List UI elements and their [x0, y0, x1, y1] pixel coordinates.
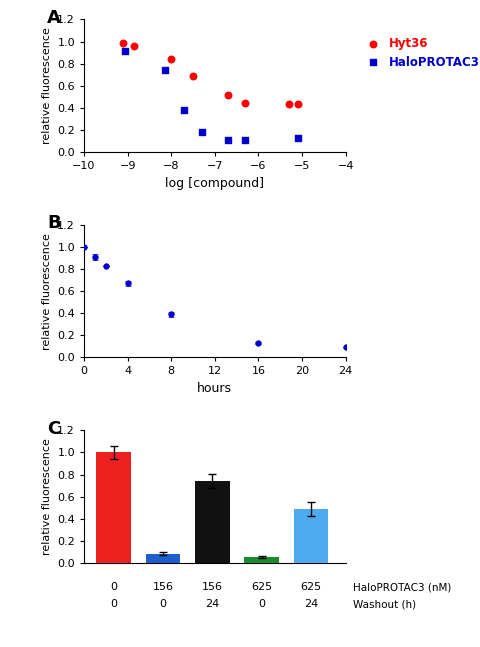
Bar	[294, 509, 328, 563]
Text: 625: 625	[300, 582, 322, 593]
Text: A: A	[48, 9, 61, 27]
Text: 0: 0	[258, 599, 265, 609]
Point	[241, 98, 249, 109]
Point	[224, 135, 232, 145]
Point	[130, 41, 138, 51]
Point	[224, 89, 232, 100]
Y-axis label: relative fluorescence: relative fluorescence	[42, 27, 52, 144]
Point	[294, 133, 301, 144]
Legend: Hyt36, HaloPROTAC3: Hyt36, HaloPROTAC3	[357, 32, 480, 73]
Text: HaloPROTAC3 (nM): HaloPROTAC3 (nM)	[352, 582, 451, 593]
X-axis label: hours: hours	[197, 382, 232, 395]
Text: C: C	[48, 420, 60, 438]
Y-axis label: relative fluorescence: relative fluorescence	[42, 438, 52, 555]
Point	[189, 71, 197, 81]
Text: Washout (h): Washout (h)	[352, 599, 416, 609]
Text: 0: 0	[110, 582, 117, 593]
Y-axis label: relative fluorescence: relative fluorescence	[42, 233, 52, 349]
Point	[168, 54, 175, 64]
Text: 0: 0	[159, 599, 167, 609]
Point	[161, 65, 168, 76]
Text: B: B	[48, 214, 61, 232]
Text: 625: 625	[251, 582, 272, 593]
Point	[198, 126, 205, 137]
Text: 24: 24	[205, 599, 219, 609]
Point	[241, 135, 249, 145]
Point	[180, 105, 188, 115]
Text: 0: 0	[110, 599, 117, 609]
Bar	[96, 452, 131, 563]
Point	[121, 47, 129, 57]
Point	[120, 38, 127, 48]
X-axis label: log [compound]: log [compound]	[165, 177, 264, 190]
Bar	[244, 557, 279, 563]
Text: 24: 24	[304, 599, 318, 609]
Bar	[146, 553, 180, 563]
Text: 156: 156	[153, 582, 173, 593]
Text: 156: 156	[202, 582, 223, 593]
Bar	[195, 481, 229, 563]
Point	[285, 99, 293, 109]
Point	[294, 99, 301, 109]
